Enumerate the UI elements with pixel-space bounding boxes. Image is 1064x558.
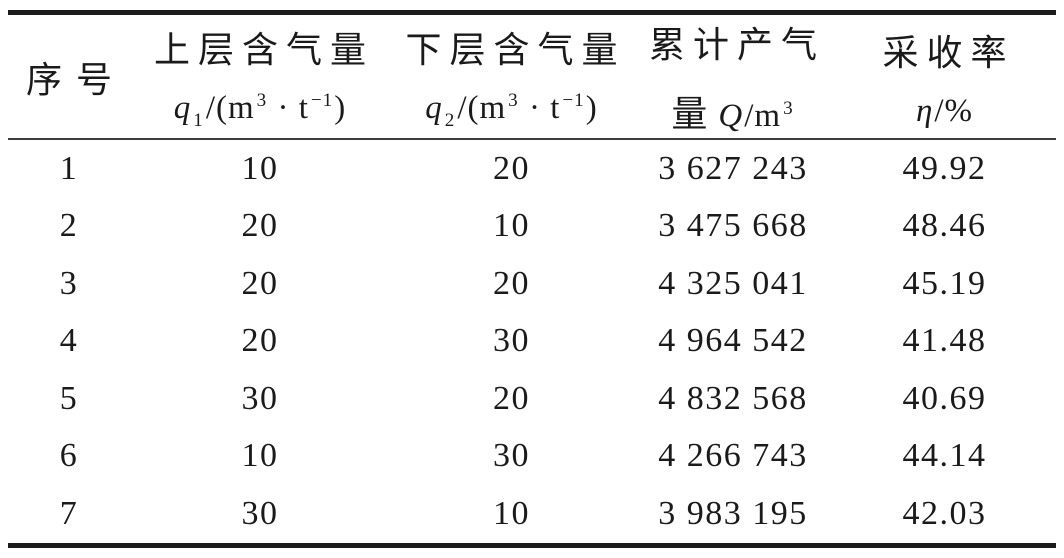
header-recovery-rate: 采收率 η/% xyxy=(833,15,1056,138)
Q-variable: Q xyxy=(718,98,744,134)
q2-unit-mid: · t xyxy=(519,90,561,127)
cell-lower-gas-content: 20 xyxy=(493,149,530,187)
header-lower-gas-content-title: 下层含气量 xyxy=(405,30,626,71)
header-serial-number-label: 序号 xyxy=(25,59,126,100)
cell-lower-gas-content: 30 xyxy=(493,322,530,360)
cell-serial-number: 5 xyxy=(59,379,79,417)
header-cumulative-gas-title-line1: 累计产气 xyxy=(648,25,825,65)
cell-recovery-rate: 41.48 xyxy=(902,322,987,360)
cell-upper-gas-content: 10 xyxy=(241,437,279,475)
cell-upper-gas-content: 20 xyxy=(241,207,279,245)
cell-recovery-rate: 49.92 xyxy=(902,149,987,187)
cell-serial-number: 6 xyxy=(59,437,79,475)
q2-variable: q xyxy=(425,90,443,127)
table-row: 3 20 20 4 325 041 45.19 xyxy=(8,255,1056,313)
cell-upper-gas-content: 20 xyxy=(241,264,279,302)
q2-unit-sup-m: 3 xyxy=(508,90,519,112)
cell-upper-gas-content: 30 xyxy=(241,494,279,532)
header-upper-gas-content-title: 上层含气量 xyxy=(153,30,374,71)
q1-variable: q xyxy=(173,90,192,127)
eta-unit: /% xyxy=(934,92,974,129)
cell-serial-number: 2 xyxy=(59,207,79,245)
header-upper-gas-content: 上层含气量 q 1/(m 3 · t −1) xyxy=(130,15,390,138)
cell-upper-gas-content: 20 xyxy=(241,322,279,360)
header-serial-number: 序号 xyxy=(8,15,130,138)
header-recovery-rate-title: 采收率 xyxy=(882,32,1015,73)
q2-unit-open: /(m xyxy=(457,90,507,127)
cell-recovery-rate: 45.19 xyxy=(902,264,987,302)
cell-serial-number: 3 xyxy=(59,264,79,302)
eta-variable: η xyxy=(915,92,934,129)
cell-lower-gas-content: 10 xyxy=(493,494,530,532)
table-row: 1 10 20 3 627 243 49.92 xyxy=(8,140,1056,198)
q2-unit-close: ) xyxy=(585,90,598,127)
header-cumulative-gas-title-line2: 量 Q/m 3 xyxy=(671,85,794,137)
cell-recovery-rate: 44.14 xyxy=(902,437,987,475)
q2-unit-sup-t: −1 xyxy=(562,90,585,112)
cell-recovery-rate: 40.69 xyxy=(902,379,987,417)
q1-unit-mid: · t xyxy=(268,90,309,127)
q1-unit-open: /(m xyxy=(205,90,255,127)
q1-subscript: 1 xyxy=(193,109,204,131)
q1-unit-close: ) xyxy=(334,90,347,127)
header-lower-gas-content: 下层含气量 q 2/(m 3 · t −1) xyxy=(390,15,633,138)
cell-serial-number: 1 xyxy=(59,149,79,187)
gas-recovery-results-table: 序号 上层含气量 q 1/(m 3 · t −1) 下层含气量 q 2/(m 3 · t −… xyxy=(8,10,1056,548)
Q-unit: /m xyxy=(744,98,782,134)
cell-cumulative-gas: 4 325 041 xyxy=(658,264,808,302)
cell-cumulative-gas: 3 475 668 xyxy=(658,207,808,245)
table-row: 2 20 10 3 475 668 48.46 xyxy=(8,198,1056,256)
cell-cumulative-gas: 4 832 568 xyxy=(658,379,808,417)
table-row: 7 30 10 3 983 195 42.03 xyxy=(8,485,1056,543)
cell-recovery-rate: 48.46 xyxy=(902,207,987,245)
q1-unit-sup-t: −1 xyxy=(310,90,334,112)
header-lower-gas-content-unit: q 2/(m 3 · t −1) xyxy=(425,90,597,132)
table-row: 4 20 30 4 964 542 41.48 xyxy=(8,313,1056,371)
cell-cumulative-gas: 4 266 743 xyxy=(658,437,808,475)
cumulative-gas-prefix: 量 xyxy=(671,94,709,134)
Q-unit-sup: 3 xyxy=(783,98,794,119)
header-recovery-rate-unit: η/% xyxy=(916,93,973,130)
cell-lower-gas-content: 20 xyxy=(493,379,530,417)
cell-cumulative-gas: 4 964 542 xyxy=(658,322,808,360)
cell-serial-number: 7 xyxy=(59,494,79,532)
cell-lower-gas-content: 30 xyxy=(493,437,530,475)
cell-lower-gas-content: 20 xyxy=(493,264,530,302)
cell-upper-gas-content: 30 xyxy=(241,379,279,417)
header-upper-gas-content-unit: q 1/(m 3 · t −1) xyxy=(174,90,346,132)
cell-serial-number: 4 xyxy=(59,322,79,360)
cell-cumulative-gas: 3 983 195 xyxy=(658,494,808,532)
cell-lower-gas-content: 10 xyxy=(493,207,530,245)
cell-recovery-rate: 42.03 xyxy=(902,494,987,532)
q1-unit-sup-m: 3 xyxy=(256,90,268,112)
header-cumulative-gas: 累计产气 量 Q/m 3 xyxy=(633,15,833,138)
table-body: 1 10 20 3 627 243 49.92 2 20 10 3 475 66… xyxy=(8,140,1056,543)
table-row: 5 30 20 4 832 568 40.69 xyxy=(8,370,1056,428)
q2-subscript: 2 xyxy=(444,109,456,131)
table-row: 6 10 30 4 266 743 44.14 xyxy=(8,428,1056,486)
table-header-row: 序号 上层含气量 q 1/(m 3 · t −1) 下层含气量 q 2/(m 3 · t −… xyxy=(8,15,1056,140)
cell-cumulative-gas: 3 627 243 xyxy=(658,149,808,187)
cell-upper-gas-content: 10 xyxy=(241,149,279,187)
